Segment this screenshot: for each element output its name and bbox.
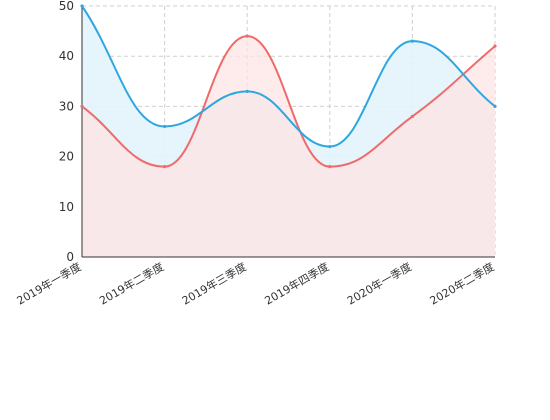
series-1-point-2 [245, 89, 249, 93]
series-1-point-5 [493, 104, 497, 108]
series-0-point-2 [245, 34, 249, 38]
series-1-point-0 [80, 4, 84, 8]
y-tick-label-0: 0 [66, 250, 74, 264]
series-0-point-0 [80, 104, 84, 108]
series-0-area [82, 36, 495, 258]
x-tick-label-5: 2020年二季度 [427, 259, 496, 307]
series-1-point-1 [163, 124, 167, 129]
series-1-point-4 [410, 39, 414, 43]
y-tick-label-1: 10 [59, 200, 74, 214]
series-0-point-1 [163, 165, 167, 169]
x-tick-label-3: 2019年四季度 [262, 259, 331, 307]
y-tick-label-4: 40 [59, 49, 74, 63]
x-tick-label-0: 2019年一季度 [14, 259, 83, 307]
x-tick-label-2: 2019年三季度 [179, 259, 248, 307]
series-0-point-4 [410, 114, 414, 119]
series-0-point-3 [328, 165, 332, 169]
y-tick-label-2: 20 [59, 150, 74, 164]
x-tick-label-4: 2020年一季度 [345, 259, 414, 307]
y-tick-label-3: 30 [59, 99, 74, 113]
y-tick-label-5: 50 [59, 0, 74, 13]
x-tick-label-1: 2019年二季度 [97, 259, 166, 307]
series-1-point-3 [328, 144, 332, 149]
series-0-point-5 [493, 44, 497, 48]
